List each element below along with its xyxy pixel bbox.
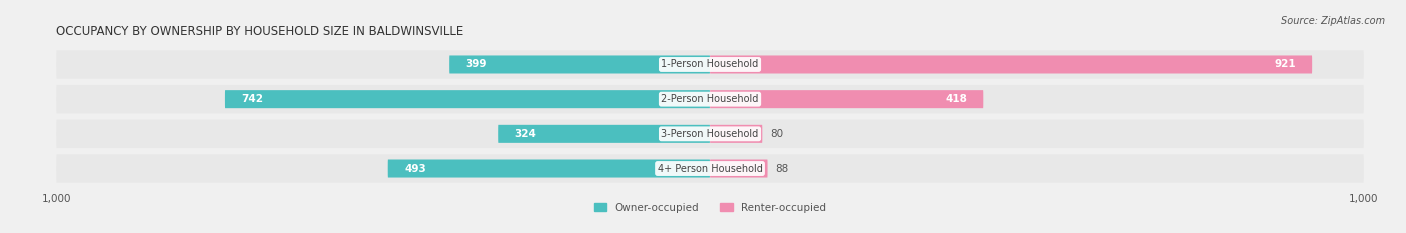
FancyBboxPatch shape — [710, 160, 768, 178]
FancyBboxPatch shape — [56, 85, 1364, 113]
Text: OCCUPANCY BY OWNERSHIP BY HOUSEHOLD SIZE IN BALDWINSVILLE: OCCUPANCY BY OWNERSHIP BY HOUSEHOLD SIZE… — [56, 25, 464, 38]
Text: 3-Person Household: 3-Person Household — [661, 129, 759, 139]
Text: 1-Person Household: 1-Person Household — [661, 59, 759, 69]
Text: 418: 418 — [945, 94, 967, 104]
FancyBboxPatch shape — [498, 125, 710, 143]
Text: Source: ZipAtlas.com: Source: ZipAtlas.com — [1281, 16, 1385, 26]
FancyBboxPatch shape — [449, 55, 710, 73]
Legend: Owner-occupied, Renter-occupied: Owner-occupied, Renter-occupied — [593, 203, 827, 213]
FancyBboxPatch shape — [56, 154, 1364, 183]
FancyBboxPatch shape — [710, 90, 983, 108]
Text: 493: 493 — [404, 164, 426, 174]
Text: 324: 324 — [515, 129, 537, 139]
FancyBboxPatch shape — [710, 55, 1312, 73]
Text: 2-Person Household: 2-Person Household — [661, 94, 759, 104]
FancyBboxPatch shape — [710, 125, 762, 143]
FancyBboxPatch shape — [388, 160, 710, 178]
Text: 88: 88 — [776, 164, 789, 174]
FancyBboxPatch shape — [56, 50, 1364, 79]
Text: 4+ Person Household: 4+ Person Household — [658, 164, 762, 174]
Text: 80: 80 — [770, 129, 783, 139]
FancyBboxPatch shape — [56, 120, 1364, 148]
Text: 742: 742 — [242, 94, 263, 104]
Text: 921: 921 — [1274, 59, 1296, 69]
Text: 399: 399 — [465, 59, 486, 69]
FancyBboxPatch shape — [225, 90, 710, 108]
